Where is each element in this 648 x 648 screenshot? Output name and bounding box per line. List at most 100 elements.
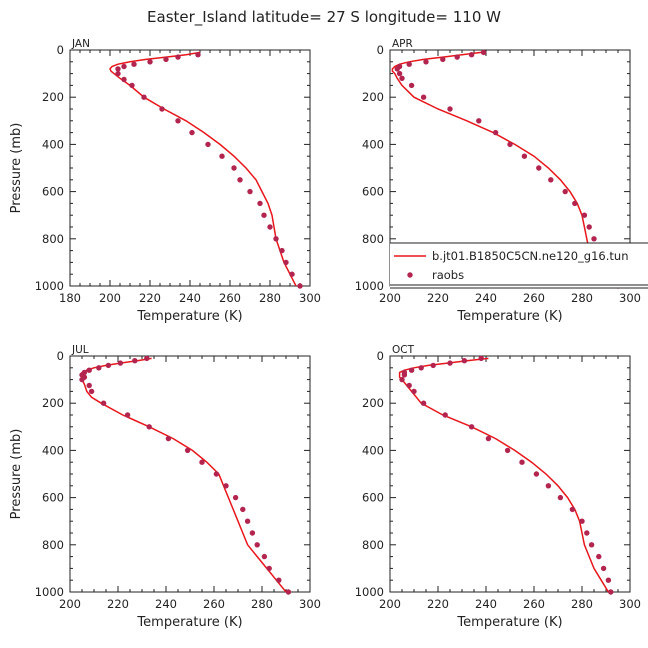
panel-jul: 200 220 240 260 280 300 0 200 400 600 800 1000 JUL Te… xyxy=(9,344,321,630)
panel-jul-x-tick-label: 280 xyxy=(251,597,273,611)
panel-jul-obs-point xyxy=(86,367,92,373)
panel-oct-obs-point xyxy=(504,447,511,454)
panel-jan-obs-point xyxy=(257,200,263,207)
panel-jul-obs-point xyxy=(165,435,172,442)
panel-jan-obs-point xyxy=(205,141,211,148)
panel-apr-obs-point xyxy=(521,153,528,159)
panel-apr-x-tick-label: 220 xyxy=(427,291,449,305)
panel-jul-obs-point xyxy=(285,589,292,595)
panel-jan-obs-point xyxy=(261,212,267,218)
chart-title: Easter_Island latitude= 27 S longitude= … xyxy=(147,8,501,27)
panel-jul-x-tick-label: 240 xyxy=(155,597,177,611)
panel-apr-model-line xyxy=(391,51,612,286)
panel-jul-x-tick-label: 220 xyxy=(107,597,129,611)
panel-jan-y-tick-label: 600 xyxy=(42,185,64,199)
panel-apr-y-tick-label: 1000 xyxy=(355,279,384,293)
panel-oct-obs-point xyxy=(418,365,424,371)
panel-jan-obs-point xyxy=(297,283,303,289)
panel-jan-obs-point xyxy=(121,63,127,70)
panel-apr-y-tick-label: 600 xyxy=(362,185,384,199)
panel-jan-obs-point xyxy=(115,66,121,72)
panel-jan-frame xyxy=(69,49,311,287)
panel-jul-obs-point xyxy=(213,471,220,477)
panel-jul-obs-point xyxy=(184,447,191,454)
panel-jul-y-tick-label: 600 xyxy=(42,491,64,505)
panel-jul-obs-point xyxy=(88,388,95,395)
panel-jan-obs-point xyxy=(219,153,225,159)
panel-apr-y-tick-label: 800 xyxy=(362,232,384,246)
panel-jul-x-axis-label: Temperature (K) xyxy=(136,615,242,630)
panel-jul-obs-point xyxy=(100,400,107,406)
panel-jul-y-tick-label: 800 xyxy=(42,538,64,552)
panel-apr-obs-point xyxy=(572,200,578,207)
panel-jan-y-axis-label: Pressure (mb) xyxy=(9,123,24,214)
panel-apr-obs-point xyxy=(480,49,487,56)
panel-oct-obs-point xyxy=(600,565,607,572)
panel-jan-obs-point xyxy=(273,236,279,242)
panel-apr-obs-point xyxy=(468,52,475,58)
panel-oct-obs-point xyxy=(442,412,448,418)
panel-jul-obs-point xyxy=(132,358,138,364)
panel-apr-obs-point xyxy=(440,56,446,63)
panel-jul-y-tick-label: 1000 xyxy=(35,585,64,599)
panel-jan-y-tick-label: 1000 xyxy=(35,279,64,293)
panel-oct-obs-point xyxy=(447,360,453,366)
panel-jan-y-tick-label: 400 xyxy=(42,137,64,151)
panel-apr-obs-point xyxy=(447,106,453,112)
panel-oct-obs-point xyxy=(605,577,612,583)
panel-jan-obs-point xyxy=(231,165,237,171)
legend-background xyxy=(390,243,648,288)
panel-jul-obs-point xyxy=(199,459,205,465)
panel-apr-obs-point xyxy=(423,59,429,65)
panel-jul-obs-point xyxy=(276,577,282,583)
panel-oct-obs-point xyxy=(608,589,614,595)
panel-oct-obs-point xyxy=(545,483,552,489)
panel-oct-obs-point xyxy=(468,424,475,430)
panel-jul-y-tick-label: 200 xyxy=(42,396,64,410)
panel-oct-obs-point xyxy=(533,471,540,477)
panel-oct-obs-point xyxy=(584,530,590,536)
panel-jan-obs-point xyxy=(289,271,295,277)
panel-apr-obs-point xyxy=(394,66,400,72)
panel-oct-y-tick-label: 1000 xyxy=(355,585,384,599)
panel-jan-obs-point xyxy=(175,54,181,60)
panel-jul-month-label: JUL xyxy=(71,344,89,356)
panel-oct: 200 220 240 260 280 300 0 200 400 600 800 1000 OCT Te… xyxy=(355,344,641,630)
panel-oct-obs-point xyxy=(569,506,576,513)
panel-jul-frame xyxy=(69,355,311,593)
panel-jan-x-tick-label: 260 xyxy=(219,291,241,305)
panel-apr-month-label: APR xyxy=(392,38,413,50)
panel-jan-x-axis-label: Temperature (K) xyxy=(136,309,242,324)
panel-apr-obs-point xyxy=(581,212,588,218)
panel-jul-obs-point xyxy=(244,518,251,524)
panel-jan-model-line xyxy=(109,51,297,286)
panel-jul-obs-point xyxy=(117,360,124,366)
panel-jan-x-tick-label: 280 xyxy=(259,291,281,305)
panel-jan-obs-point xyxy=(163,56,169,63)
panel-jan-x-tick-label: 240 xyxy=(179,291,201,305)
panel-apr-x-axis-label: Temperature (K) xyxy=(456,309,562,324)
panel-apr-y-tick-label: 0 xyxy=(377,43,384,57)
panel-jul-obs-point xyxy=(232,494,239,501)
panel-jul-y-tick-label: 0 xyxy=(57,349,64,363)
panel-apr-obs-point xyxy=(406,61,412,67)
panel-jan-obs-point xyxy=(195,52,201,58)
panel-jul-model-line xyxy=(81,357,287,592)
panel-jan-y-tick-label: 800 xyxy=(42,232,64,246)
panel-jul-y-tick-label: 400 xyxy=(42,443,64,457)
panel-apr-obs-point xyxy=(454,54,460,60)
panel-apr-y-tick-label: 400 xyxy=(362,137,384,151)
panel-oct-obs-point xyxy=(430,362,436,369)
panel-apr-obs-point xyxy=(507,141,513,148)
panel-oct-x-axis-label: Temperature (K) xyxy=(456,615,562,630)
panel-oct-y-tick-label: 0 xyxy=(377,349,384,363)
panel-oct-obs-point xyxy=(420,400,427,406)
panel-jul-obs-point xyxy=(146,424,152,430)
panel-jul-obs-point xyxy=(79,376,85,383)
panel-oct-x-tick-label: 240 xyxy=(475,597,497,611)
panel-jan-x-tick-label: 220 xyxy=(139,291,161,305)
panel-jan-obs-point xyxy=(115,70,121,77)
panel-jan-x-tick-label: 180 xyxy=(59,291,81,305)
panel-jul-obs-point xyxy=(105,362,112,369)
